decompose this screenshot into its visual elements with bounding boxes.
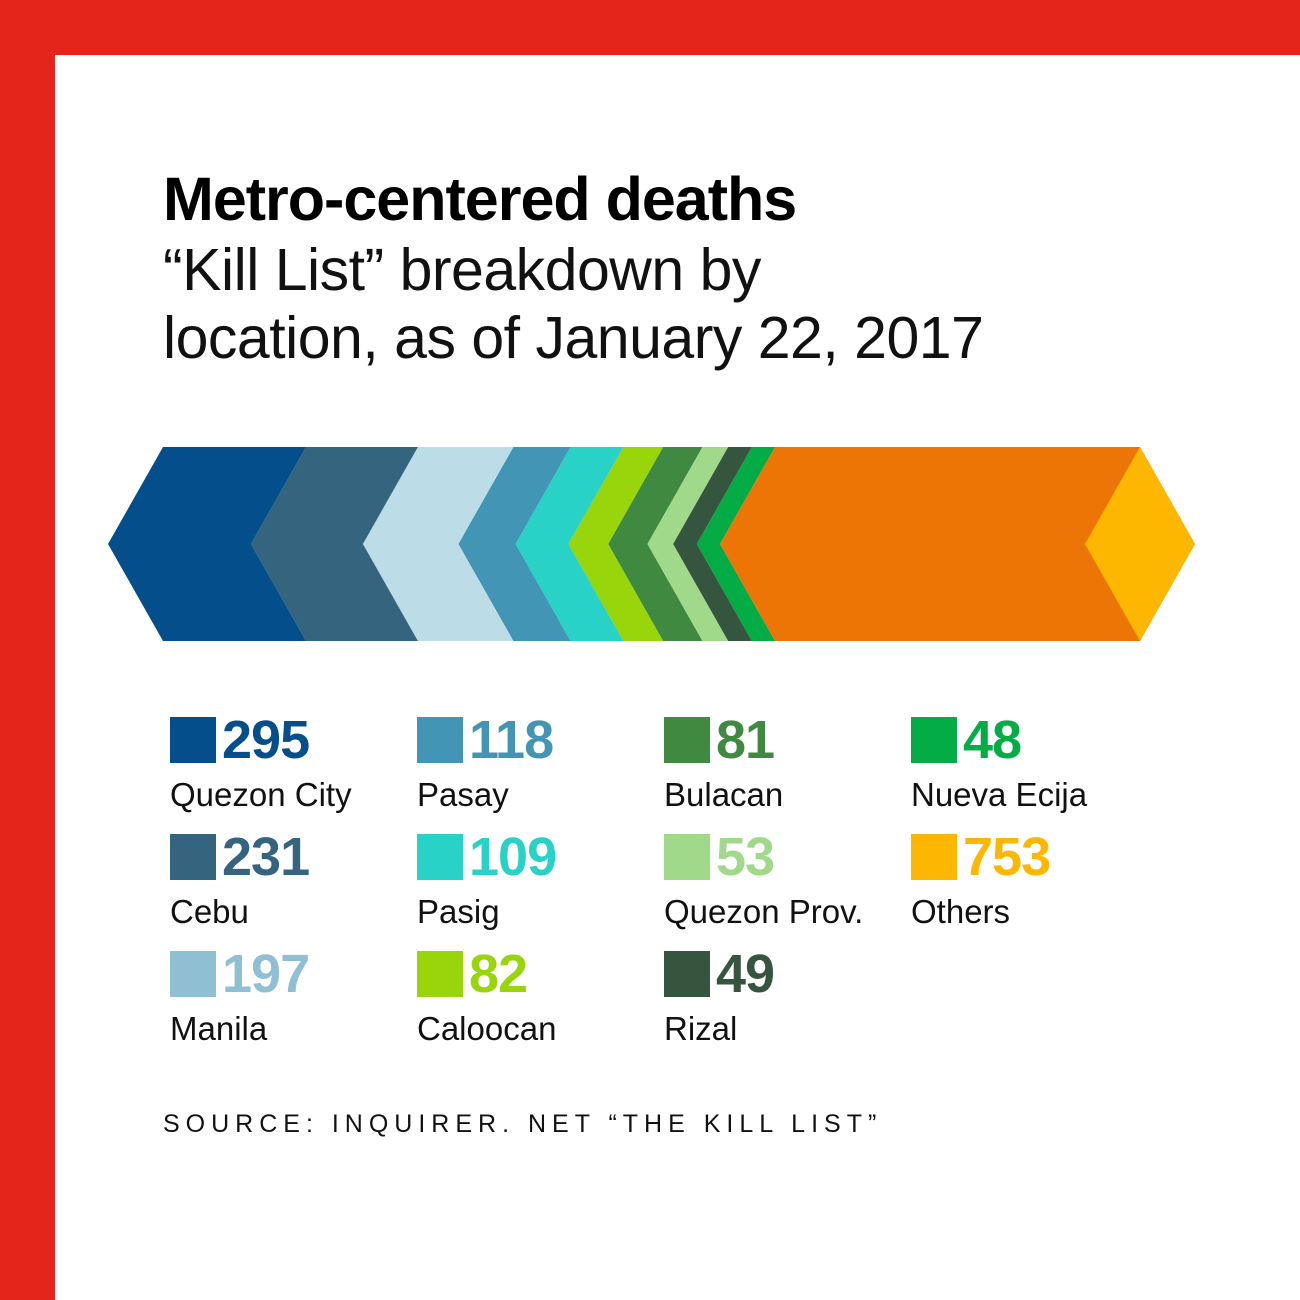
legend-item: 48 Nueva Ecija [911,713,1151,815]
band-segment-others-cap [1085,447,1195,641]
band-segment-quezon-city [108,447,306,641]
source-note: SOURCE: INQUIRER. NET “THE KILL LIST” [163,1110,883,1138]
legend-value: 82 [469,944,528,1004]
legend-label: Rizal [664,1010,738,1047]
legend-value: 753 [963,827,1051,887]
legend-item: 295 Quezon City [170,713,410,815]
legend-value: 231 [222,827,310,887]
frame-left-border [0,0,55,1300]
band-segment-caloocan [568,447,664,641]
legend-label: Pasig [417,893,500,930]
legend-swatch [664,951,710,997]
legend-label: Cebu [170,893,249,930]
legend-value: 109 [469,827,557,887]
chart-subtitle: “Kill List” breakdown by location, as of… [163,237,984,371]
legend-value: 48 [963,710,1022,770]
band-segment-others [720,447,1195,641]
legend-swatch [170,717,216,763]
legend-value: 118 [469,710,554,770]
legend-value: 81 [716,710,775,770]
legend-swatch [664,834,710,880]
legend-value: 295 [222,710,310,770]
legend-label: Manila [170,1010,268,1047]
frame-top-border [0,0,1300,55]
legend-label: Caloocan [417,1010,557,1047]
legend-swatch [170,834,216,880]
legend-item: 109 Pasig [417,830,657,932]
legend-value: 197 [222,944,310,1004]
band-segment-rizal [673,447,752,641]
band-segment-pasig [515,447,624,641]
legend-swatch [170,951,216,997]
legend-item: 53 Quezon Prov. [664,830,904,932]
band-segment-nueva-ecija [696,447,776,641]
legend-swatch [417,717,463,763]
legend-item: 197 Manila [170,947,410,1049]
legend-swatch [911,834,957,880]
legend-value: 49 [716,944,775,1004]
legend-item: 82 Caloocan [417,947,657,1049]
legend-item: 81 Bulacan [664,713,904,815]
band-segment-cebu [250,447,418,641]
legend-label: Bulacan [664,776,784,813]
legend-label: Nueva Ecija [911,776,1088,813]
legend-swatch [417,951,463,997]
legend-label: Others [911,893,1011,930]
legend-item: 231 Cebu [170,830,410,932]
band-segment-manila [362,447,514,641]
legend-swatch [417,834,463,880]
legend-item: 753 Others [911,830,1151,932]
legend-item: 49 Rizal [664,947,904,1049]
band-segment-bulacan [608,447,703,641]
legend-label: Quezon Prov. [664,893,864,930]
legend-item: 118 Pasay [417,713,657,815]
legend-label: Pasay [417,776,509,813]
legend-label: Quezon City [170,776,352,813]
chart-title: Metro-centered deaths [163,165,797,233]
band-segment-pasay [458,447,571,641]
legend-swatch [664,717,710,763]
band-segment-quezon-prov- [647,447,729,641]
legend-swatch [911,717,957,763]
legend-value: 53 [716,827,775,887]
